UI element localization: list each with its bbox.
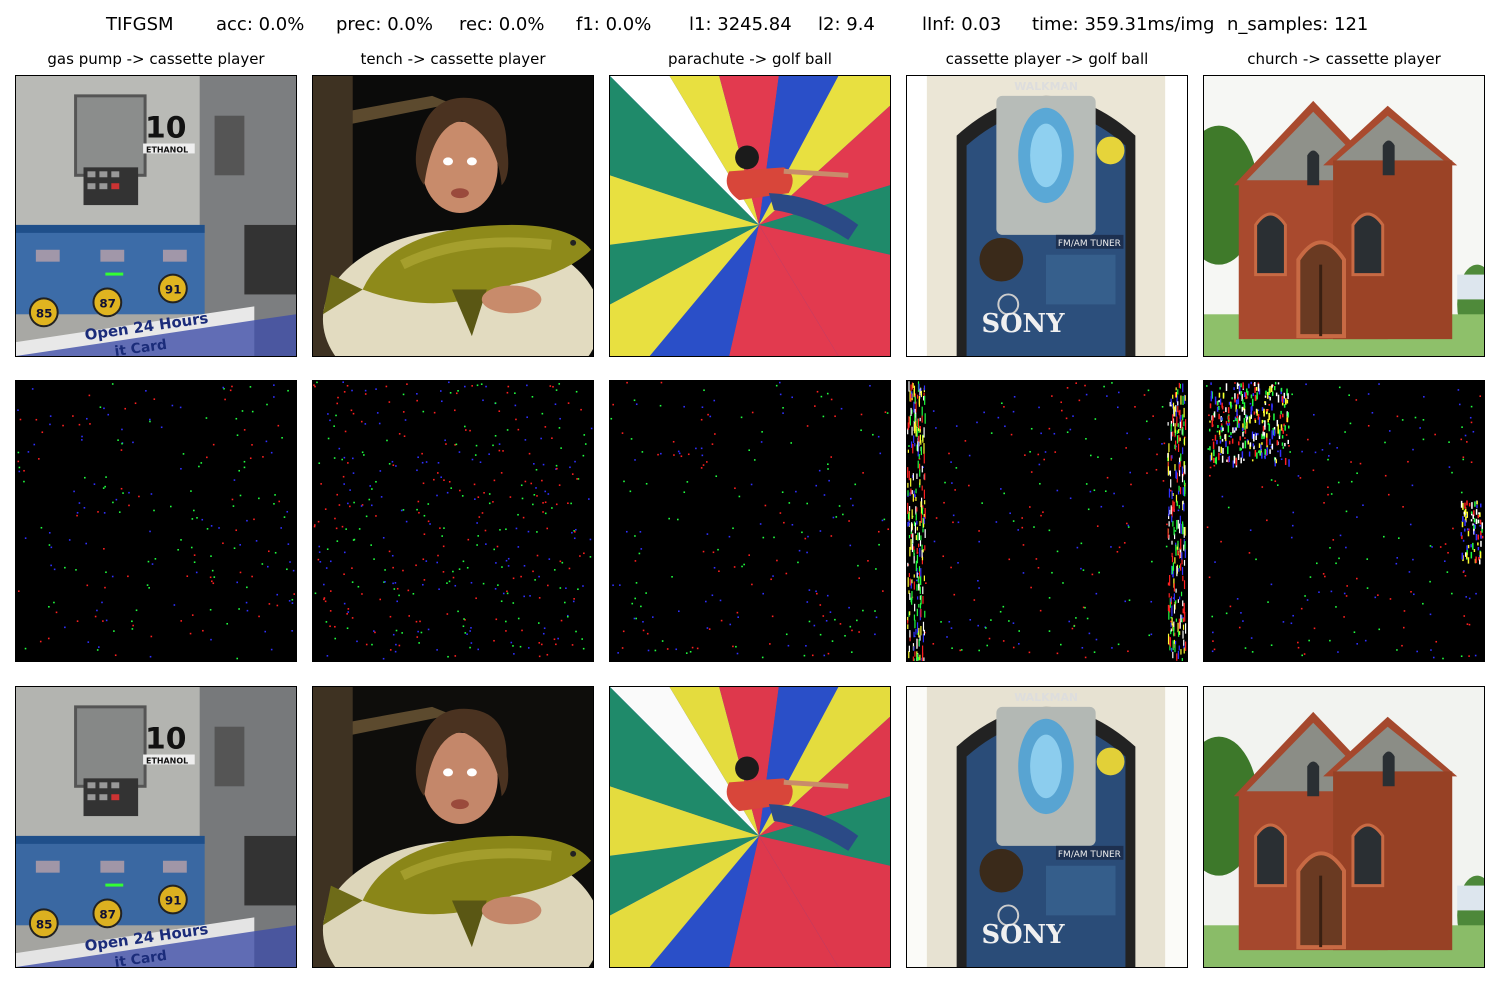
- metric-l1: l1: 3245.84: [689, 14, 792, 35]
- column-title-gas-pump: gas pump -> cassette player: [47, 50, 265, 68]
- sony-brand-text: SONY: [981, 309, 1065, 339]
- metric-n-samples: n_samples: 121: [1227, 14, 1369, 35]
- pump-ethanol-text: ETHANOL: [146, 145, 188, 154]
- column-title-church: church -> cassette player: [1247, 50, 1441, 68]
- walkman-label: WALKMAN: [1014, 80, 1078, 93]
- adversarial-image-tench: [312, 686, 594, 968]
- original-image-walkman: WALKMAN FM/AM TUNER SONY: [906, 75, 1188, 357]
- column-title-tench: tench -> cassette player: [360, 50, 546, 68]
- adv-sony-brand-text: SONY: [981, 920, 1065, 950]
- original-image-tench: [312, 75, 594, 357]
- original-image-church: [1203, 75, 1485, 357]
- adv-walkman-badge-text: FM/AM TUNER: [1058, 850, 1121, 860]
- original-image-gas-pump: 10 ETHANOL 85 87 91 Open 24 Hours it Car…: [15, 75, 297, 357]
- column-title-parachute: parachute -> golf ball: [668, 50, 832, 68]
- perturbation-walkman: [906, 380, 1188, 662]
- column-title-cassette-player: cassette player -> golf ball: [945, 50, 1149, 68]
- adv-pump-number-text: 10: [145, 722, 186, 757]
- adv-octane-85-text: 85: [36, 917, 53, 931]
- banner-card-text: it Card: [114, 337, 168, 356]
- perturbation-gas-pump: [15, 380, 297, 662]
- adv-octane-87-text: 87: [99, 907, 116, 921]
- metric-rec: rec: 0.0%: [459, 14, 545, 35]
- adversarial-image-gas-pump: 10 ETHANOL 85 87 91 Open 24 Hours it Car…: [15, 686, 297, 968]
- octane-87-text: 87: [99, 296, 116, 310]
- metrics-header: TIFGSM acc: 0.0% prec: 0.0% rec: 0.0% f1…: [0, 14, 1500, 44]
- adv-pump-ethanol-text: ETHANOL: [146, 756, 188, 765]
- octane-85-text: 85: [36, 306, 53, 320]
- adversarial-image-parachute: [609, 686, 891, 968]
- walkman-badge-text: FM/AM TUNER: [1058, 239, 1121, 249]
- metric-l2: l2: 9.4: [818, 14, 875, 35]
- adv-walkman-label: WALKMAN: [1014, 691, 1078, 704]
- metric-time: time: 359.31ms/img: [1032, 14, 1215, 35]
- perturbation-church: [1203, 380, 1485, 662]
- metric-acc: acc: 0.0%: [216, 14, 305, 35]
- metric-linf: lInf: 0.03: [922, 14, 1002, 35]
- adv-banner-card-text: it Card: [114, 948, 168, 967]
- octane-91-text: 91: [165, 282, 182, 296]
- adv-octane-91-text: 91: [165, 893, 182, 907]
- perturbation-parachute: [609, 380, 891, 662]
- metric-f1: f1: 0.0%: [576, 14, 652, 35]
- metric-prec: prec: 0.0%: [336, 14, 433, 35]
- attack-name: TIFGSM: [106, 14, 174, 35]
- pump-number-text: 10: [145, 111, 186, 146]
- perturbation-tench: [312, 380, 594, 662]
- adversarial-image-church: [1203, 686, 1485, 968]
- original-image-parachute: [609, 75, 891, 357]
- adversarial-image-walkman: WALKMAN FM/AM TUNER SONY: [906, 686, 1188, 968]
